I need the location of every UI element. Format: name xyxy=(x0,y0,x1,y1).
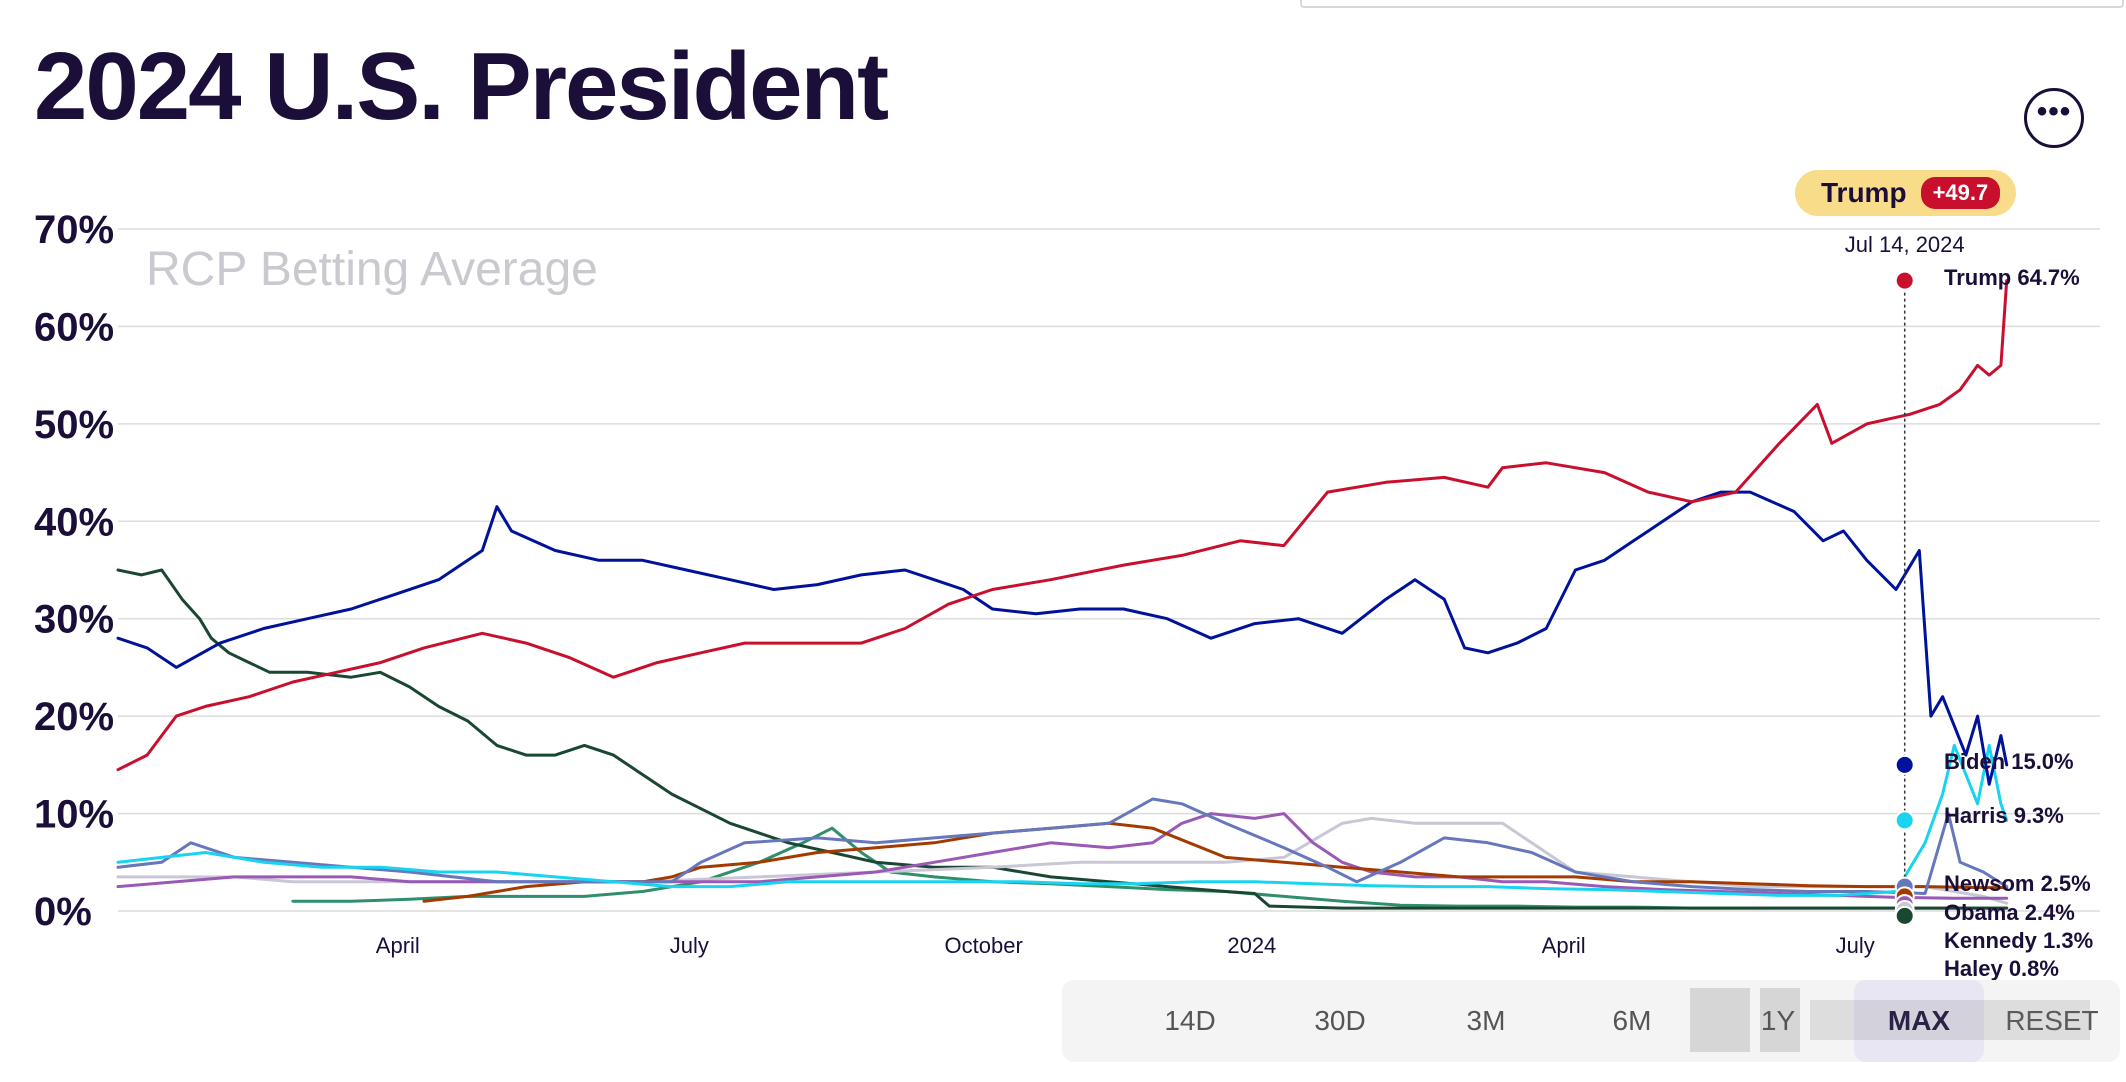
y-tick-label: 40% xyxy=(34,500,114,544)
end-marker-desantis xyxy=(1894,905,1915,926)
y-tick-label: 60% xyxy=(34,305,114,349)
series-line-harris xyxy=(116,743,2009,897)
chart-subtitle: RCP Betting Average xyxy=(146,243,598,296)
series-line-trump xyxy=(116,279,2009,772)
hover-date: Jul 14, 2024 xyxy=(1845,232,1965,257)
end-marker-harris xyxy=(1894,810,1915,831)
series-line-newsom xyxy=(116,797,2009,895)
page-title: 2024 U.S. President xyxy=(34,33,889,140)
more-options-button[interactable]: ••• xyxy=(2024,88,2084,148)
range-6m-button[interactable]: 6M xyxy=(1612,1005,1652,1036)
y-tick-label: 70% xyxy=(34,208,114,252)
end-label-newsom: Newsom 2.5% xyxy=(1944,871,2091,896)
x-tick-label: July xyxy=(1836,933,1875,958)
range-30d-button[interactable]: 30D xyxy=(1314,1005,1366,1036)
range-selector: 14D 30D 3M 6M 1Y MAX RESET xyxy=(1062,980,2120,1062)
end-label-biden: Biden 15.0% xyxy=(1944,749,2074,774)
leader-name: Trump xyxy=(1821,177,1907,208)
end-label-trump: Trump 64.7% xyxy=(1944,265,2080,290)
y-tick-label: 20% xyxy=(34,695,114,739)
x-tick-label: October xyxy=(945,933,1023,958)
end-label-kennedy: Kennedy 1.3% xyxy=(1944,928,2093,953)
watermark-logo xyxy=(1690,988,2090,1052)
search-box-edge[interactable] xyxy=(1300,0,2124,8)
range-reset-button[interactable]: RESET xyxy=(1992,980,2112,1062)
leader-diff: +49.7 xyxy=(1920,177,2001,209)
y-tick-label: 10% xyxy=(34,793,114,837)
x-tick-label: April xyxy=(376,933,420,958)
range-max-button[interactable]: MAX xyxy=(1854,980,1984,1062)
y-tick-label: 50% xyxy=(34,403,114,447)
end-marker-biden xyxy=(1894,754,1915,775)
end-label-harris: Harris 9.3% xyxy=(1944,803,2064,828)
ellipsis-icon: ••• xyxy=(2036,95,2072,128)
series-line-biden xyxy=(116,490,2009,786)
series-line-ramaswamy xyxy=(291,826,2009,910)
end-label-haley: Haley 0.8% xyxy=(1944,956,2059,981)
leader-badge: Trump +49.7 xyxy=(1795,170,2017,216)
y-tick-label: 30% xyxy=(34,598,114,642)
end-label-obama: Obama 2.4% xyxy=(1944,900,2075,925)
end-marker-trump xyxy=(1894,270,1915,291)
series-line-desantis xyxy=(116,568,2009,910)
range-3m-button[interactable]: 3M xyxy=(1466,1005,1506,1036)
x-tick-label: July xyxy=(670,933,709,958)
range-1y-button[interactable]: 1Y xyxy=(1718,980,1838,1062)
x-tick-label: 2024 xyxy=(1227,933,1276,958)
y-tick-label: 0% xyxy=(34,890,92,934)
range-14d-button[interactable]: 14D xyxy=(1164,1005,1216,1036)
x-tick-label: April xyxy=(1542,933,1586,958)
